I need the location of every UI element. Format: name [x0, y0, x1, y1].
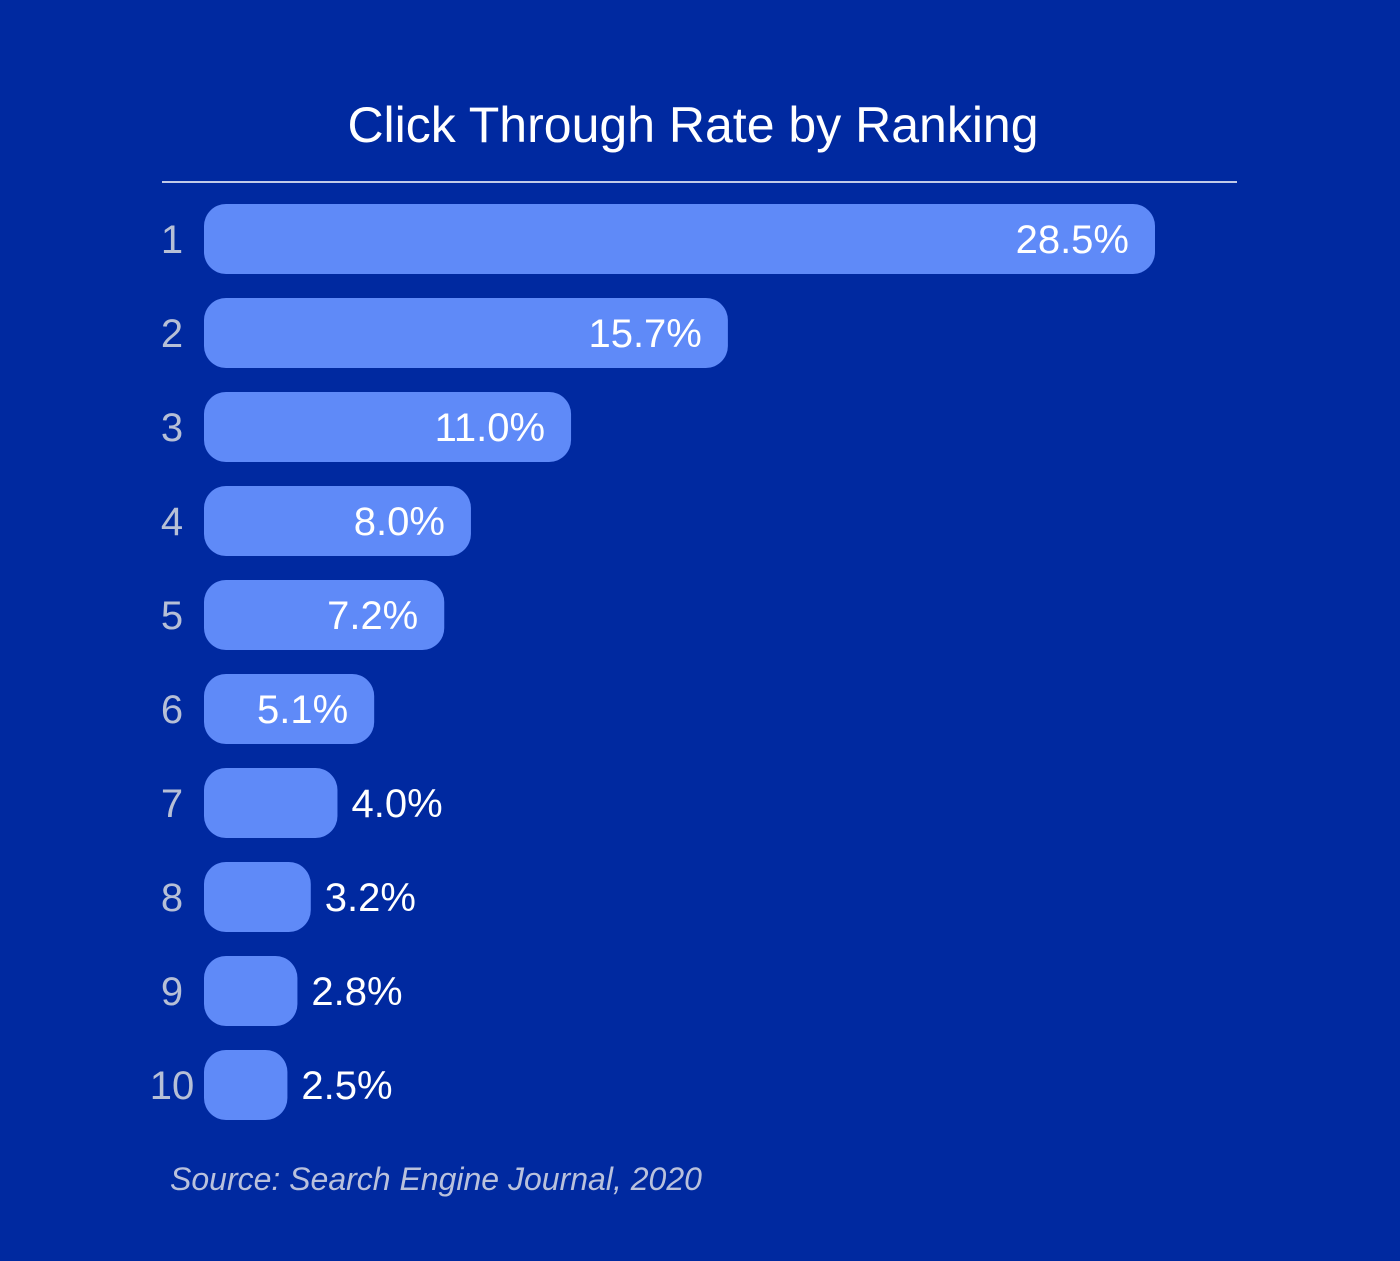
- value-label: 2.8%: [311, 970, 402, 1014]
- rank-label: 4: [161, 500, 183, 544]
- chart-title: Click Through Rate by Ranking: [347, 97, 1038, 153]
- source-note: Source: Search Engine Journal, 2020: [170, 1161, 702, 1197]
- bar-rank-9: [204, 956, 298, 1026]
- bar-rank-6: [204, 674, 375, 744]
- bar-rank-3: [204, 392, 572, 462]
- rank-label: 6: [161, 688, 183, 732]
- value-label: 4.0%: [351, 782, 442, 826]
- bar-rank-10: [204, 1050, 288, 1120]
- rank-label: 1: [161, 218, 183, 262]
- value-label: 15.7%: [588, 312, 701, 356]
- rank-label: 9: [161, 970, 183, 1014]
- bar-rank-7: [204, 768, 338, 838]
- value-label: 8.0%: [354, 500, 445, 544]
- rank-label: 2: [161, 312, 183, 356]
- rank-label: 10: [150, 1064, 195, 1108]
- rank-label: 8: [161, 876, 183, 920]
- rank-label: 7: [161, 782, 183, 826]
- bar-rank-1: [204, 204, 1155, 274]
- bar-rank-5: [204, 580, 445, 650]
- bars-group: 1 28.5% 2 15.7% 3 11.0% 4 8.0% 5 7.2% 6 5.1% 7 4.0% 8 3…: [150, 204, 1155, 1120]
- value-label: 5.1%: [257, 688, 348, 732]
- value-label: 7.2%: [327, 594, 418, 638]
- bar-rank-8: [204, 862, 311, 932]
- value-label: 28.5%: [1016, 218, 1129, 262]
- value-label: 2.5%: [301, 1064, 392, 1108]
- bar-rank-2: [204, 298, 728, 368]
- value-label: 3.2%: [325, 876, 416, 920]
- rank-label: 5: [161, 594, 183, 638]
- value-label: 11.0%: [435, 406, 545, 450]
- rank-label: 3: [161, 406, 183, 450]
- bar-rank-4: [204, 486, 471, 556]
